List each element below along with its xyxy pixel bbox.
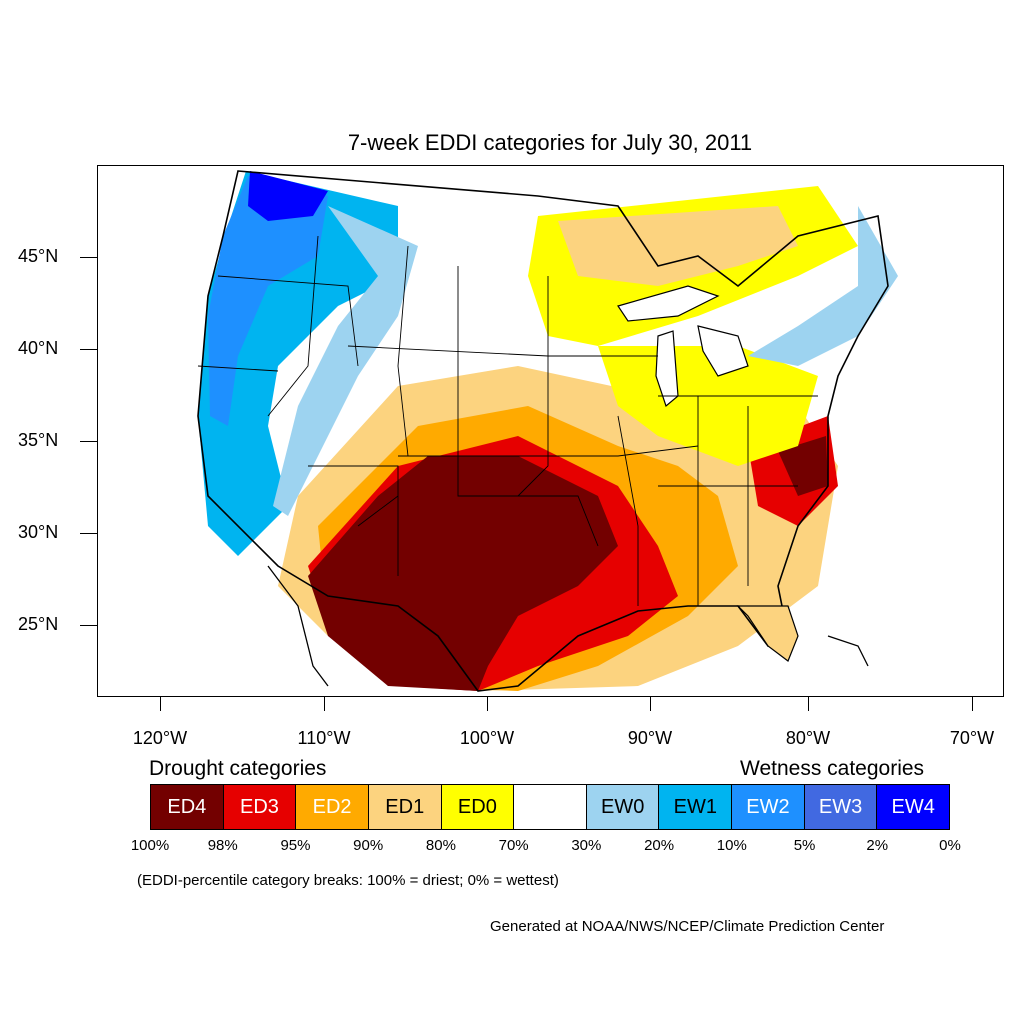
breaks-note: (EDDI-percentile category breaks: 100% =… bbox=[137, 872, 559, 889]
lon-tick bbox=[324, 697, 325, 711]
lon-label-70w: 70°W bbox=[949, 728, 995, 748]
region-ed1-north bbox=[558, 206, 798, 286]
lat-label-30: 30°N bbox=[18, 522, 59, 542]
drought-heading: Drought categories bbox=[149, 757, 327, 780]
lon-tick bbox=[160, 697, 161, 711]
state-line-2 bbox=[267, 235, 319, 417]
region-ew4-washington bbox=[248, 171, 328, 221]
legend-break-label: 70% bbox=[498, 837, 529, 854]
legend-swatch-ed2: ED2 bbox=[296, 785, 369, 829]
region-ed4-carolinas bbox=[778, 436, 828, 496]
lon-label-80w: 80°W bbox=[785, 728, 831, 748]
lon-label-100w: 100°W bbox=[459, 728, 515, 748]
state-line-10 bbox=[617, 415, 639, 606]
legend-swatch-neutral bbox=[514, 785, 587, 829]
legend-swatch-ew2: EW2 bbox=[732, 785, 805, 829]
lon-tick bbox=[487, 697, 488, 711]
legend-break-label: 30% bbox=[571, 837, 602, 854]
lake-michigan bbox=[655, 330, 679, 408]
state-line-3 bbox=[397, 245, 409, 457]
state-line-1 bbox=[217, 275, 359, 367]
lat-tick bbox=[80, 625, 97, 626]
state-line-16 bbox=[357, 495, 399, 527]
legend-colorbar: ED4 ED3 ED2 ED1 ED0 EW0 EW1 EW2 EW3 EW4 bbox=[150, 784, 950, 830]
lake-huron bbox=[697, 325, 749, 377]
lat-tick bbox=[80, 349, 97, 350]
legend-swatch-ew3: EW3 bbox=[804, 785, 878, 829]
region-ed4-texas-oklahoma bbox=[308, 456, 618, 691]
legend-swatch-ed3: ED3 bbox=[223, 785, 297, 829]
region-ew2-pacific-coast bbox=[208, 176, 328, 426]
legend-break-label: 90% bbox=[353, 837, 384, 854]
lon-tick bbox=[972, 697, 973, 711]
state-line-9 bbox=[457, 466, 599, 547]
legend-break-label: 80% bbox=[425, 837, 456, 854]
lake-superior bbox=[617, 285, 720, 322]
legend-break-label: 0% bbox=[939, 837, 961, 854]
lat-label-25: 25°N bbox=[18, 614, 59, 634]
eddi-map bbox=[197, 170, 898, 692]
legend-break-label: 5% bbox=[793, 837, 816, 854]
baja-coast bbox=[267, 565, 329, 687]
legend-break-label: 95% bbox=[280, 837, 311, 854]
lon-label-90w: 90°W bbox=[627, 728, 673, 748]
legend-swatch-ed0: ED0 bbox=[441, 785, 515, 829]
state-line-15 bbox=[197, 365, 279, 372]
region-ew0-west bbox=[273, 206, 418, 516]
lat-label-35: 35°N bbox=[18, 430, 59, 450]
state-line-6 bbox=[517, 276, 549, 497]
credit-line: Generated at NOAA/NWS/NCEP/Climate Predi… bbox=[490, 918, 885, 935]
map-panel bbox=[97, 165, 1004, 697]
legend-swatch-ed4: ED4 bbox=[151, 785, 224, 829]
legend-break-label: 20% bbox=[644, 837, 675, 854]
lat-tick bbox=[80, 441, 97, 442]
legend-swatch-ew0: EW0 bbox=[586, 785, 660, 829]
legend-swatch-ew4: EW4 bbox=[877, 785, 950, 829]
bahamas bbox=[827, 635, 869, 667]
lat-tick bbox=[80, 257, 97, 258]
legend-break-label: 100% bbox=[130, 837, 170, 854]
legend-swatch-ed1: ED1 bbox=[368, 785, 442, 829]
state-line-7 bbox=[398, 445, 699, 457]
lat-label-40: 40°N bbox=[18, 338, 59, 358]
lon-label-110w: 110°W bbox=[297, 728, 351, 748]
region-ew1-northeast bbox=[748, 206, 898, 366]
lat-tick bbox=[80, 533, 97, 534]
state-line-8 bbox=[308, 465, 399, 576]
florida bbox=[736, 605, 799, 662]
wetness-heading: Wetness categories bbox=[740, 757, 925, 780]
legend-break-label: 2% bbox=[866, 837, 889, 854]
lon-label-120w: 120°W bbox=[132, 728, 188, 748]
lon-tick bbox=[808, 697, 809, 711]
map-title: 7-week EDDI categories for July 30, 2011 bbox=[347, 130, 753, 155]
lat-label-45: 45°N bbox=[18, 246, 59, 266]
lon-tick bbox=[650, 697, 651, 711]
legend-break-label: 98% bbox=[207, 837, 238, 854]
region-ed0-midwest bbox=[598, 346, 818, 466]
legend-break-label: 10% bbox=[716, 837, 747, 854]
legend-swatch-ew1: EW1 bbox=[659, 785, 733, 829]
